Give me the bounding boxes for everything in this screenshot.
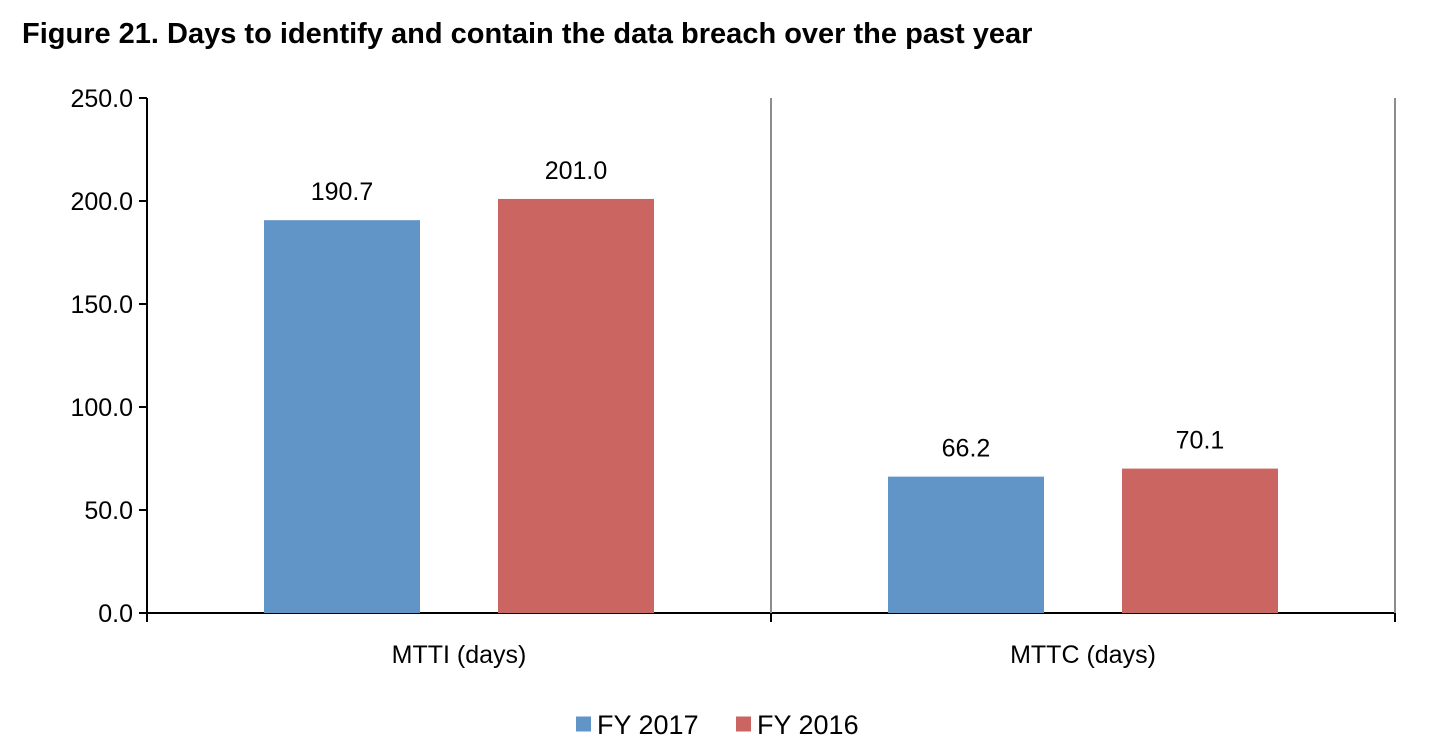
bar (498, 198, 654, 613)
y-tick-label: 200.0 (70, 188, 133, 216)
bar (264, 220, 420, 613)
y-tick-label: 250.0 (70, 85, 133, 113)
y-tick-label: 100.0 (70, 394, 133, 422)
y-tick-label: 0.0 (98, 600, 133, 628)
bar (888, 476, 1044, 613)
data-label: 70.1 (1176, 427, 1225, 455)
legend-swatch (736, 716, 751, 732)
labels: 190.7 201.0 MTTI (days) 66.2 70.1 MTTC (days) (311, 157, 1225, 669)
y-tick-label: 50.0 (84, 497, 133, 525)
data-label: 66.2 (942, 435, 991, 463)
data-label: 190.7 (311, 178, 374, 206)
y-tick-label: 150.0 (70, 291, 133, 319)
axes: 0.0 50.0 100.0 150.0 200.0 250.0 (70, 85, 1396, 628)
category-label: MTTC (days) (1010, 641, 1156, 669)
bar (1122, 468, 1278, 613)
legend-label: FY 2016 (757, 710, 859, 740)
data-label: 201.0 (545, 157, 608, 185)
chart-title: Figure 21. Days to identify and contain … (22, 18, 1033, 50)
category-label: MTTI (days) (392, 641, 527, 669)
bars (264, 198, 1278, 613)
legend-swatch (576, 716, 591, 732)
legend-label: FY 2017 (597, 710, 699, 740)
legend: FY 2017 FY 2016 (576, 710, 859, 740)
